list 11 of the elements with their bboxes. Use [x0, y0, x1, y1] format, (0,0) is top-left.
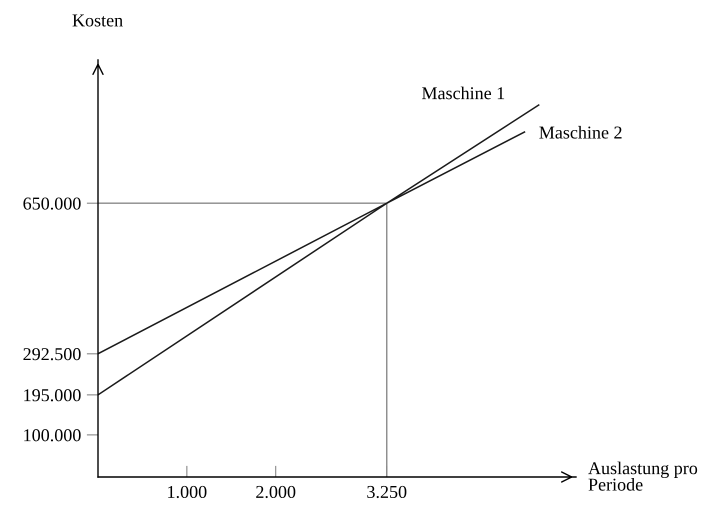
x-axis-title: Auslastung pro Periode [588, 462, 698, 491]
series-label: Maschine 1 [422, 86, 504, 100]
y-tick-label: 195.000 [24, 389, 81, 402]
y-tick-label: 650.000 [23, 197, 81, 210]
series-label: Maschine 2 [539, 126, 622, 139]
y-tick-label: 100.000 [24, 429, 81, 442]
x-tick-label: 1.000 [168, 486, 206, 498]
x-tick-label: 3.250 [367, 486, 406, 498]
x-tick-label: 2.000 [256, 486, 296, 498]
y-axis-title: Kosten [72, 14, 123, 27]
y-tick-label: 292.500 [23, 348, 81, 360]
